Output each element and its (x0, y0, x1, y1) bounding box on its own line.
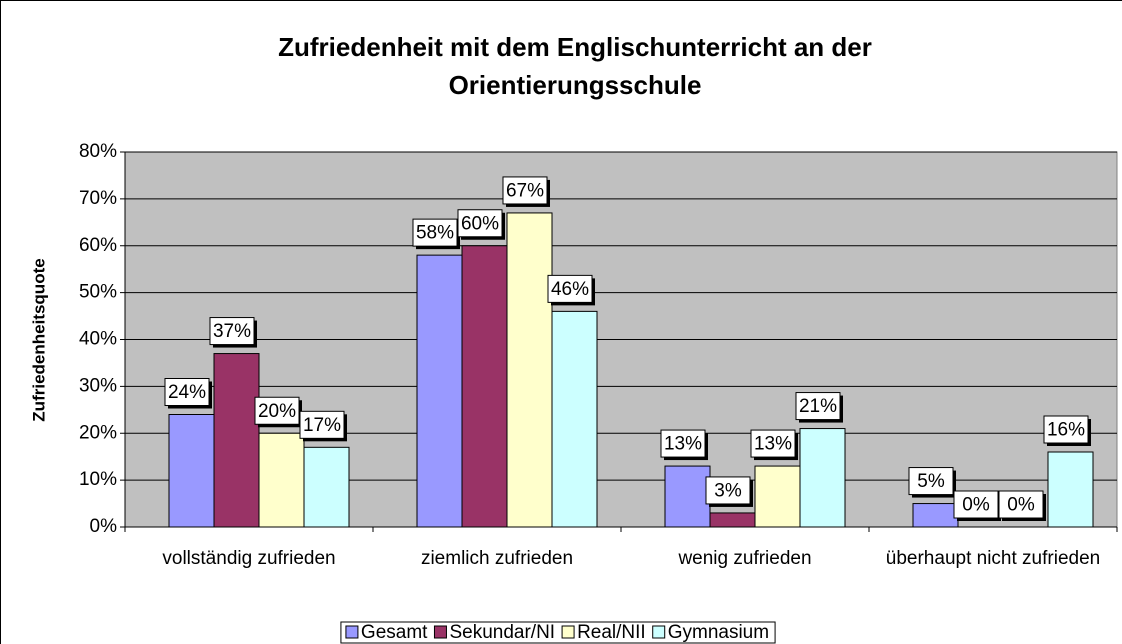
data-label: 37% (213, 321, 251, 342)
bar (912, 503, 959, 528)
bar (213, 353, 260, 528)
y-tick-label: 30% (79, 375, 117, 396)
label-box (547, 274, 593, 303)
label-box (209, 317, 255, 346)
legend-swatch (345, 625, 359, 639)
label-box (953, 490, 999, 519)
label-box (705, 476, 751, 505)
legend-swatch (433, 625, 447, 639)
y-tick-label: 10% (79, 469, 117, 490)
legend-label: Gesamt (361, 622, 428, 643)
bar (664, 465, 711, 528)
x-tick-label: vollständig zufrieden (162, 548, 336, 569)
label-box (795, 392, 841, 421)
bar (1047, 451, 1094, 528)
data-label: 5% (917, 471, 945, 492)
legend-swatch (652, 625, 666, 639)
legend-box (340, 621, 776, 644)
legend-label: Real/NII (577, 622, 646, 643)
label-box (457, 209, 503, 238)
label-box (998, 490, 1044, 519)
y-tick-label: 70% (79, 188, 117, 209)
bar (506, 212, 553, 528)
data-label: 58% (416, 223, 454, 244)
x-tick-label: ziemlich zufrieden (420, 548, 574, 569)
data-label: 60% (461, 213, 499, 234)
y-tick-label: 20% (79, 422, 117, 443)
label-box (164, 378, 210, 406)
x-tick-label: wenig zufrieden (678, 548, 812, 569)
y-tick-label: 40% (79, 329, 117, 350)
bar (168, 414, 215, 528)
bar (461, 245, 508, 528)
label-box (660, 429, 706, 458)
data-label: 24% (168, 382, 206, 403)
y-axis-label: Zufriedenheitsquote (29, 258, 48, 421)
label-box (254, 396, 300, 425)
bar (754, 465, 801, 528)
data-label: 46% (551, 279, 589, 300)
label-box (908, 467, 954, 496)
data-label: 21% (799, 396, 837, 417)
label-box (299, 410, 345, 439)
y-tick-label: 50% (79, 282, 117, 303)
data-label: 17% (303, 415, 341, 436)
label-box (1043, 415, 1089, 444)
data-label: 0% (1007, 495, 1035, 516)
bar (551, 310, 598, 528)
data-label: 67% (506, 180, 544, 201)
legend-label: Sekundar/NI (449, 622, 555, 643)
bar (416, 254, 463, 528)
data-label: 16% (1047, 420, 1085, 441)
x-tick-label: überhaupt nicht zufrieden (885, 548, 1101, 569)
bar (303, 446, 350, 528)
label-box (750, 429, 796, 458)
legend-label: Gymnasium (668, 622, 769, 643)
y-tick-label: 60% (79, 235, 117, 256)
label-box (502, 176, 548, 205)
data-label: 20% (258, 401, 296, 422)
bar (258, 432, 305, 528)
bar (709, 512, 756, 528)
y-tick-label: 80% (79, 141, 117, 162)
y-tick-label: 0% (90, 516, 118, 537)
legend-swatch (561, 625, 575, 639)
data-label: 0% (962, 495, 990, 516)
bar (799, 428, 846, 528)
label-box (412, 218, 458, 247)
chart-title: Zufriedenheit mit dem Englischunterricht… (278, 32, 872, 100)
data-label: 13% (664, 434, 702, 455)
data-label: 3% (714, 480, 742, 501)
data-label: 13% (754, 434, 792, 455)
